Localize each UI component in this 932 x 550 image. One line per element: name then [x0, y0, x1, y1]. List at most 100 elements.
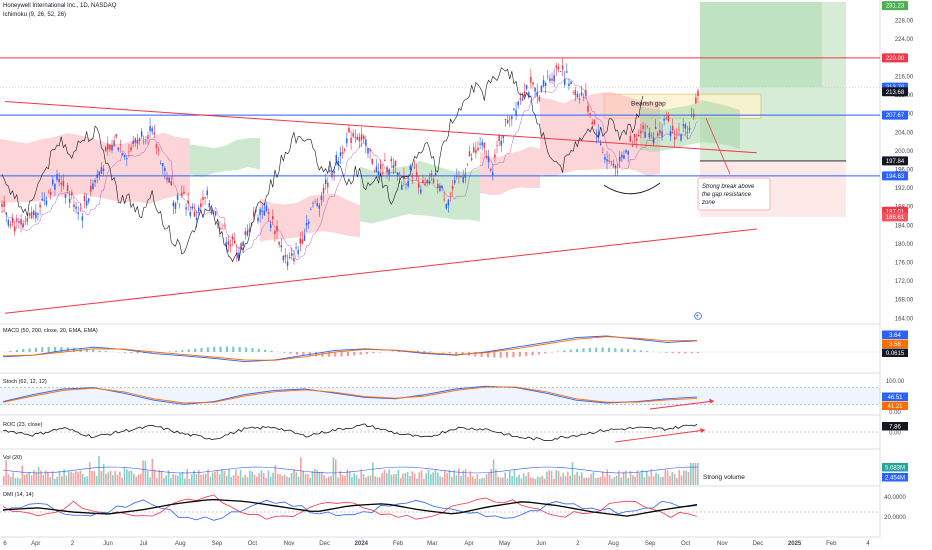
candle-body [697, 90, 699, 96]
macd-histogram-bar [697, 352, 700, 354]
candle-body [593, 120, 596, 124]
candle-body [24, 221, 27, 223]
annotation-break-line1: Strong break above [702, 184, 755, 190]
macd-histogram-bar [9, 350, 12, 352]
macd-value-label-bg [882, 330, 908, 339]
candle-body [109, 144, 111, 150]
volume-bar [88, 462, 91, 485]
candle-body [597, 132, 600, 137]
volume-bar [283, 474, 286, 485]
volume-bar [40, 470, 42, 485]
price-axis-tick: 200.00 [895, 149, 914, 155]
volume-bar [174, 474, 177, 485]
macd-histogram-bar [525, 352, 528, 357]
volume-bar [100, 471, 103, 485]
volume-bar [444, 470, 446, 485]
candle-body [430, 173, 433, 177]
volume-bar [288, 477, 291, 485]
volume-bar [673, 474, 676, 485]
candle-body [79, 208, 82, 210]
price-axis-tick: 196.00 [895, 167, 914, 173]
candle-body [71, 192, 73, 195]
volume-bar [258, 473, 260, 485]
candle-body [659, 130, 661, 134]
candle-body [547, 76, 549, 78]
volume-bar [304, 473, 307, 485]
candle-body [635, 138, 638, 141]
volume-bar [441, 477, 444, 485]
macd-histogram-bar [136, 352, 139, 354]
macd-histogram-bar [595, 347, 598, 352]
candle-body [684, 124, 687, 129]
volume-bar [404, 473, 407, 485]
price-axis-tick: 180.00 [895, 242, 914, 248]
volume-bar [334, 459, 337, 485]
volume-bar [93, 471, 96, 485]
volume-bar [144, 460, 147, 485]
candle-body [358, 136, 361, 142]
volume-bar [311, 470, 314, 485]
candle-body [392, 165, 395, 169]
candle-body [517, 101, 519, 106]
candle-body [104, 147, 107, 152]
volume-bar [627, 478, 629, 485]
candle-body [563, 79, 566, 85]
time-axis-tick: May [499, 541, 510, 547]
candle-body [616, 171, 619, 173]
price-axis-tick: 228.00 [895, 19, 914, 25]
volume-bar [490, 469, 493, 485]
volume-bar [130, 470, 133, 485]
candle-body [377, 171, 380, 176]
macd-histogram-bar [633, 349, 636, 352]
candle-body [483, 142, 486, 148]
macd-histogram-bar [47, 346, 50, 352]
candle-body [9, 224, 12, 226]
volume-bar [585, 477, 588, 485]
volume-bar [397, 469, 400, 485]
macd-histogram-bar [576, 348, 579, 352]
volume-bar [469, 471, 472, 485]
candle-body [121, 153, 124, 156]
candle-body [117, 147, 120, 150]
roc-zero-label: 0.00 [889, 431, 901, 437]
volume-bar [413, 473, 416, 485]
volume-bar [105, 473, 107, 485]
macd-histogram-bar [219, 346, 222, 352]
volume-bar [74, 471, 77, 485]
volume-bar [643, 477, 646, 485]
candle-body [307, 221, 310, 224]
volume-bar [576, 471, 578, 485]
macd-histogram-bar [225, 346, 229, 352]
volume-bar [44, 470, 47, 485]
volume-bar [683, 470, 685, 485]
macd-histogram-bar [359, 352, 362, 355]
macd-histogram-bar [340, 352, 343, 357]
candle-body [316, 203, 318, 207]
macd-histogram-bar [423, 350, 426, 352]
volume-value-label-bg [882, 463, 908, 472]
candle-body [227, 241, 230, 245]
candle-body [132, 140, 134, 144]
candle-body [238, 252, 240, 259]
volume-bar [664, 469, 667, 485]
volume-bar [172, 473, 175, 485]
volume-bar [485, 474, 488, 485]
macd-histogram-bar [505, 352, 509, 358]
volume-bar [450, 476, 453, 485]
annotation-break-line3: zone [701, 200, 716, 206]
macd-histogram-bar [213, 346, 216, 352]
volume-bar [28, 471, 31, 485]
time-axis-tick: 2024 [355, 541, 369, 547]
macd-histogram-bar [289, 352, 292, 354]
candle-body [352, 133, 354, 137]
price-label: 186.61 [886, 215, 905, 221]
candle-body [568, 83, 570, 86]
stoch-k-line [2, 385, 698, 405]
volume-bar [325, 478, 328, 485]
volume-bar [314, 468, 316, 485]
candle-body [367, 148, 369, 154]
candle-body [418, 183, 420, 188]
volume-bar [126, 469, 128, 485]
volume-bar [139, 473, 142, 485]
